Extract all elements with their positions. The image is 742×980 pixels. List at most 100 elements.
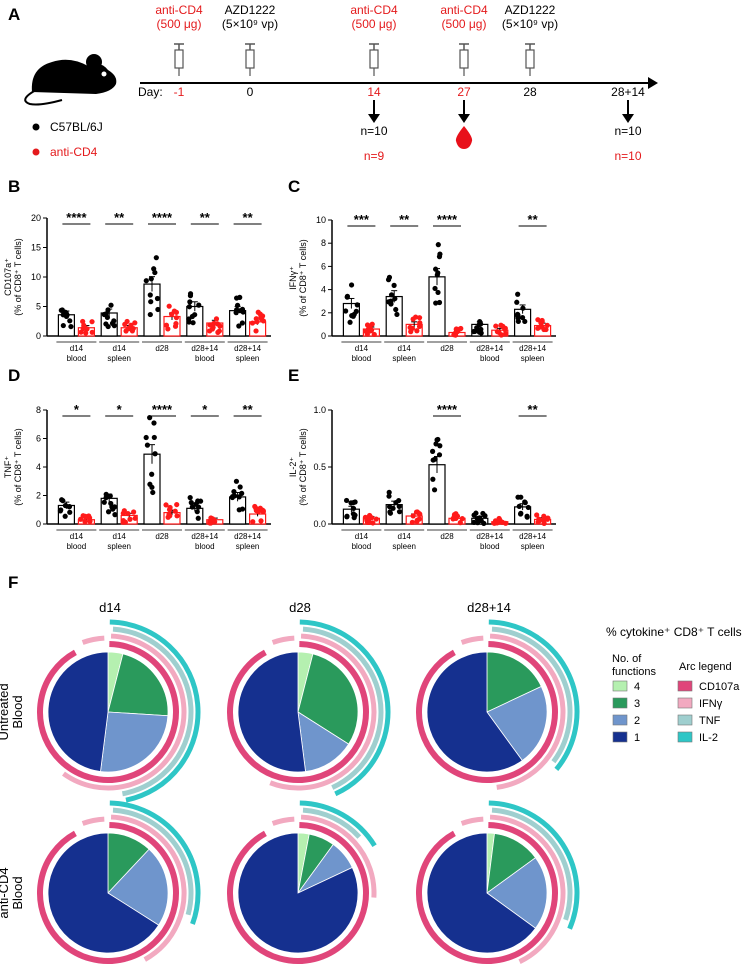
data-point: [350, 499, 357, 506]
data-point: [347, 319, 353, 325]
group-label-1: d28: [440, 344, 454, 353]
pie-chart: [416, 619, 580, 790]
data-point: [539, 324, 545, 330]
y-tick-label: 0: [36, 519, 41, 529]
pie-slice: [237, 651, 306, 773]
syringe-barrel: [174, 49, 184, 69]
event-name: anti-CD4: [350, 3, 398, 17]
data-point: [545, 515, 551, 521]
y-tick-label: 0.5: [313, 462, 326, 472]
data-point: [207, 520, 213, 526]
day-value: 28+14: [611, 85, 645, 99]
column-title: d28: [289, 600, 311, 615]
data-point: [173, 315, 180, 321]
mouse-body: [31, 59, 117, 94]
panel-letter-a: A: [8, 5, 20, 24]
arc-il2: [488, 800, 580, 930]
data-point: [231, 489, 237, 495]
pie-slice: [107, 848, 169, 926]
group-label-1: d14: [398, 344, 412, 353]
pie-slice: [297, 711, 350, 772]
pie-gap: [421, 827, 553, 959]
data-point: [252, 503, 258, 510]
arc-cd107a: [416, 641, 558, 783]
arc-legend-swatch: [677, 714, 693, 726]
data-point: [105, 509, 112, 515]
group-label-1: d14: [113, 532, 127, 541]
group-label-1: d14: [70, 344, 84, 353]
data-point: [58, 507, 64, 513]
data-point: [436, 452, 443, 458]
data-point: [362, 514, 369, 520]
row-title-1: Untreated: [0, 683, 11, 740]
data-point: [132, 515, 138, 521]
y-axis-label-main: TNF⁺: [3, 456, 13, 478]
data-point: [257, 311, 263, 317]
count-anti-cd4: n=10: [614, 149, 641, 163]
data-point: [187, 293, 194, 299]
data-point: [63, 310, 69, 316]
row-title-2: Blood: [10, 876, 25, 909]
group-label-2: blood: [352, 354, 372, 363]
y-tick-label: 10: [316, 215, 326, 225]
fn-legend-swatch: [612, 731, 628, 743]
event-name: anti-CD4: [155, 3, 203, 17]
data-point: [434, 437, 440, 443]
data-point: [493, 323, 499, 329]
data-point: [541, 520, 547, 526]
y-axis-label-sub: (% of CD8⁺ T cells): [298, 239, 308, 316]
syringe-icon: [369, 43, 379, 76]
data-point: [432, 285, 438, 292]
y-tick-label: 4: [36, 462, 41, 472]
data-point: [393, 499, 399, 506]
arc-ifng: [489, 814, 566, 964]
group-label-2: blood: [195, 354, 215, 363]
data-point: [386, 504, 393, 510]
pie-gap: [232, 827, 364, 959]
y-tick-label: 20: [31, 213, 41, 223]
pie-slice: [486, 685, 548, 762]
data-point: [174, 501, 180, 508]
data-point: [522, 500, 528, 506]
data-point: [213, 316, 220, 322]
data-point: [520, 305, 526, 311]
arc-ifng: [271, 635, 295, 645]
data-point: [519, 314, 526, 321]
data-point: [107, 493, 113, 499]
data-point: [503, 520, 509, 526]
data-point: [67, 318, 73, 324]
data-point: [89, 319, 95, 325]
group-label-1: d14: [398, 532, 412, 541]
arc-legend-label: IFNγ: [699, 698, 723, 710]
data-point: [111, 323, 117, 329]
sig-stars: ****: [437, 212, 458, 227]
column-title: d14: [99, 600, 121, 615]
data-point: [147, 481, 153, 487]
data-point: [83, 330, 89, 336]
y-tick-label: 15: [31, 243, 41, 253]
data-point: [87, 518, 93, 524]
data-point: [163, 502, 169, 508]
data-point: [193, 501, 199, 507]
group-label-2: spleen: [236, 354, 260, 363]
data-point: [67, 509, 73, 515]
data-point: [393, 306, 399, 313]
arc-tnf: [491, 807, 573, 921]
syringe-barrel: [459, 49, 469, 69]
data-point: [68, 323, 74, 330]
data-point: [152, 451, 158, 457]
data-point: [188, 500, 194, 506]
pie-gap: [232, 646, 364, 778]
data-point: [123, 328, 129, 334]
data-point: [414, 517, 420, 523]
timeline-arrowhead: [648, 77, 658, 89]
data-point: [514, 299, 520, 305]
arc-il2: [299, 800, 377, 848]
arc-cd107a: [227, 822, 369, 964]
data-point: [109, 504, 115, 510]
data-point: [517, 511, 524, 517]
data-point: [430, 448, 436, 454]
